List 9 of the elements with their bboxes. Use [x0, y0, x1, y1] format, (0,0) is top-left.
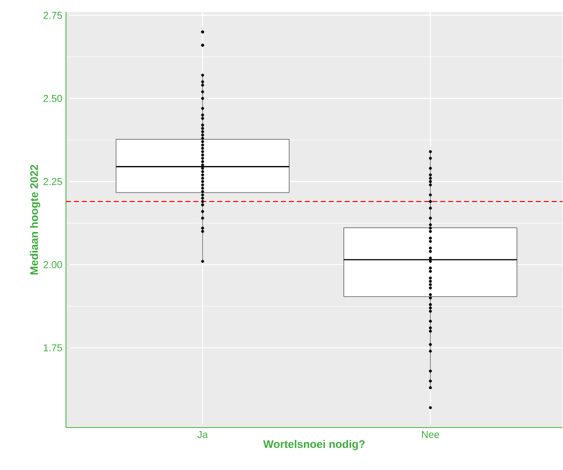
y-tick-label: 1.75	[44, 344, 62, 352]
y-tick-label: 2.00	[44, 261, 62, 268]
x-tick-label: Nee	[422, 431, 440, 438]
x-tick-label: Ja	[198, 431, 208, 438]
y-tick-label: 2.25	[44, 178, 62, 186]
y-axis-title: Mediaan hoogte 2022	[30, 165, 40, 275]
y-tick-label: 2.50	[44, 95, 62, 102]
y-tick-label: 2.75	[44, 12, 62, 20]
x-axis-title: Wortelsnoei nodig?	[263, 440, 365, 450]
